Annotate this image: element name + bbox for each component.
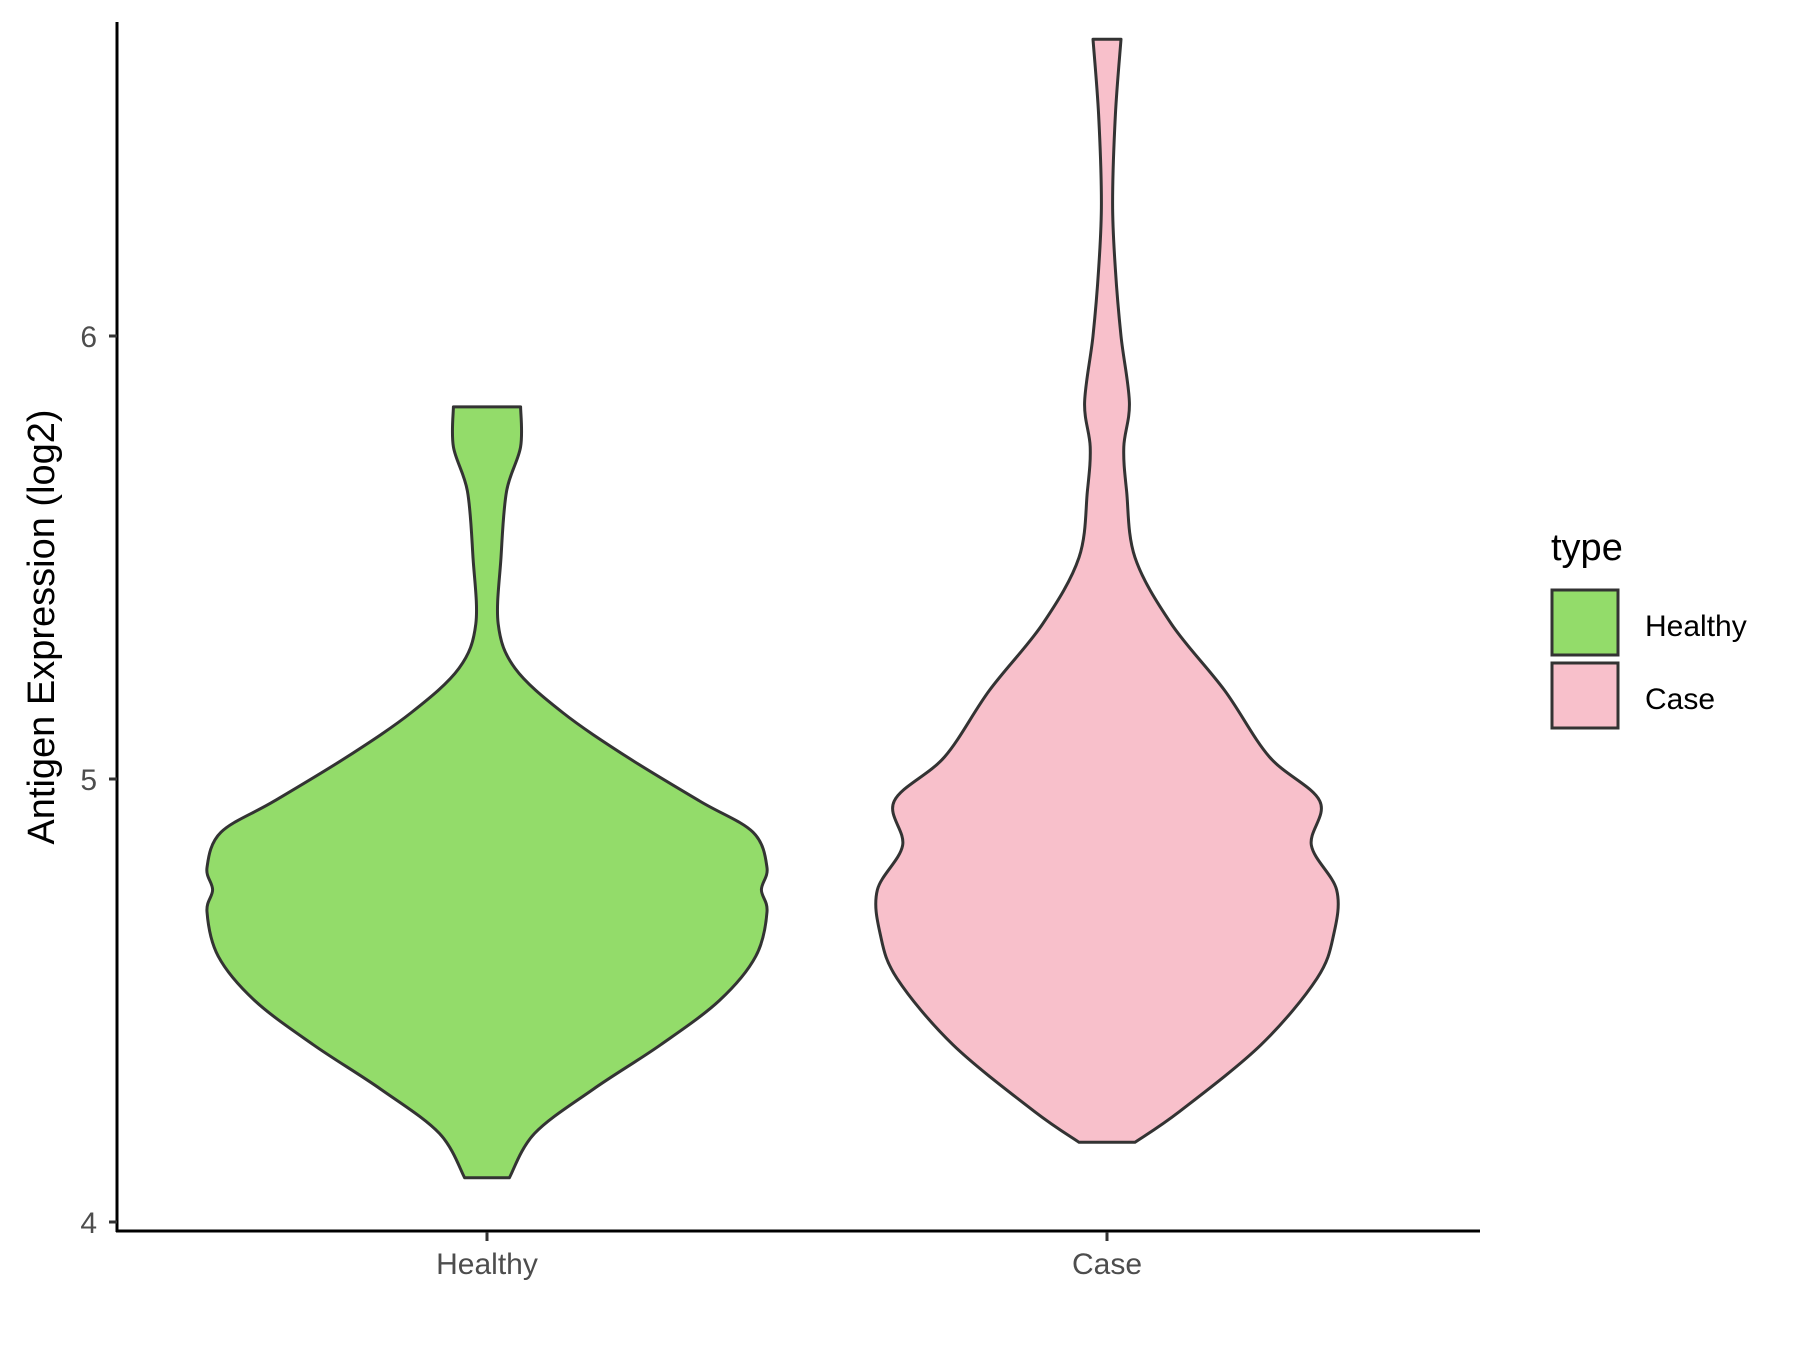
violin-layer (205, 37, 1340, 1180)
x-axis-ticks: Healthy Case (436, 1232, 1142, 1281)
x-tick-label-case: Case (1072, 1248, 1142, 1281)
y-tick-label: 6 (80, 321, 97, 354)
y-axis-ticks: 4 5 6 (80, 321, 117, 1240)
y-axis-title: Antigen Expression (log2) (21, 409, 63, 844)
legend-title: type (1551, 527, 1623, 569)
y-tick-label: 5 (80, 764, 97, 797)
legend-key-healthy (1550, 588, 1620, 657)
legend: type Healthy Case (1550, 527, 1747, 730)
legend-key-case (1550, 661, 1620, 730)
legend-label-healthy: Healthy (1645, 610, 1747, 643)
y-tick-label: 4 (80, 1207, 97, 1240)
x-tick-label-healthy: Healthy (436, 1248, 538, 1281)
violin-healthy (205, 405, 769, 1180)
legend-label-case: Case (1645, 683, 1715, 716)
violin-case (874, 37, 1340, 1144)
